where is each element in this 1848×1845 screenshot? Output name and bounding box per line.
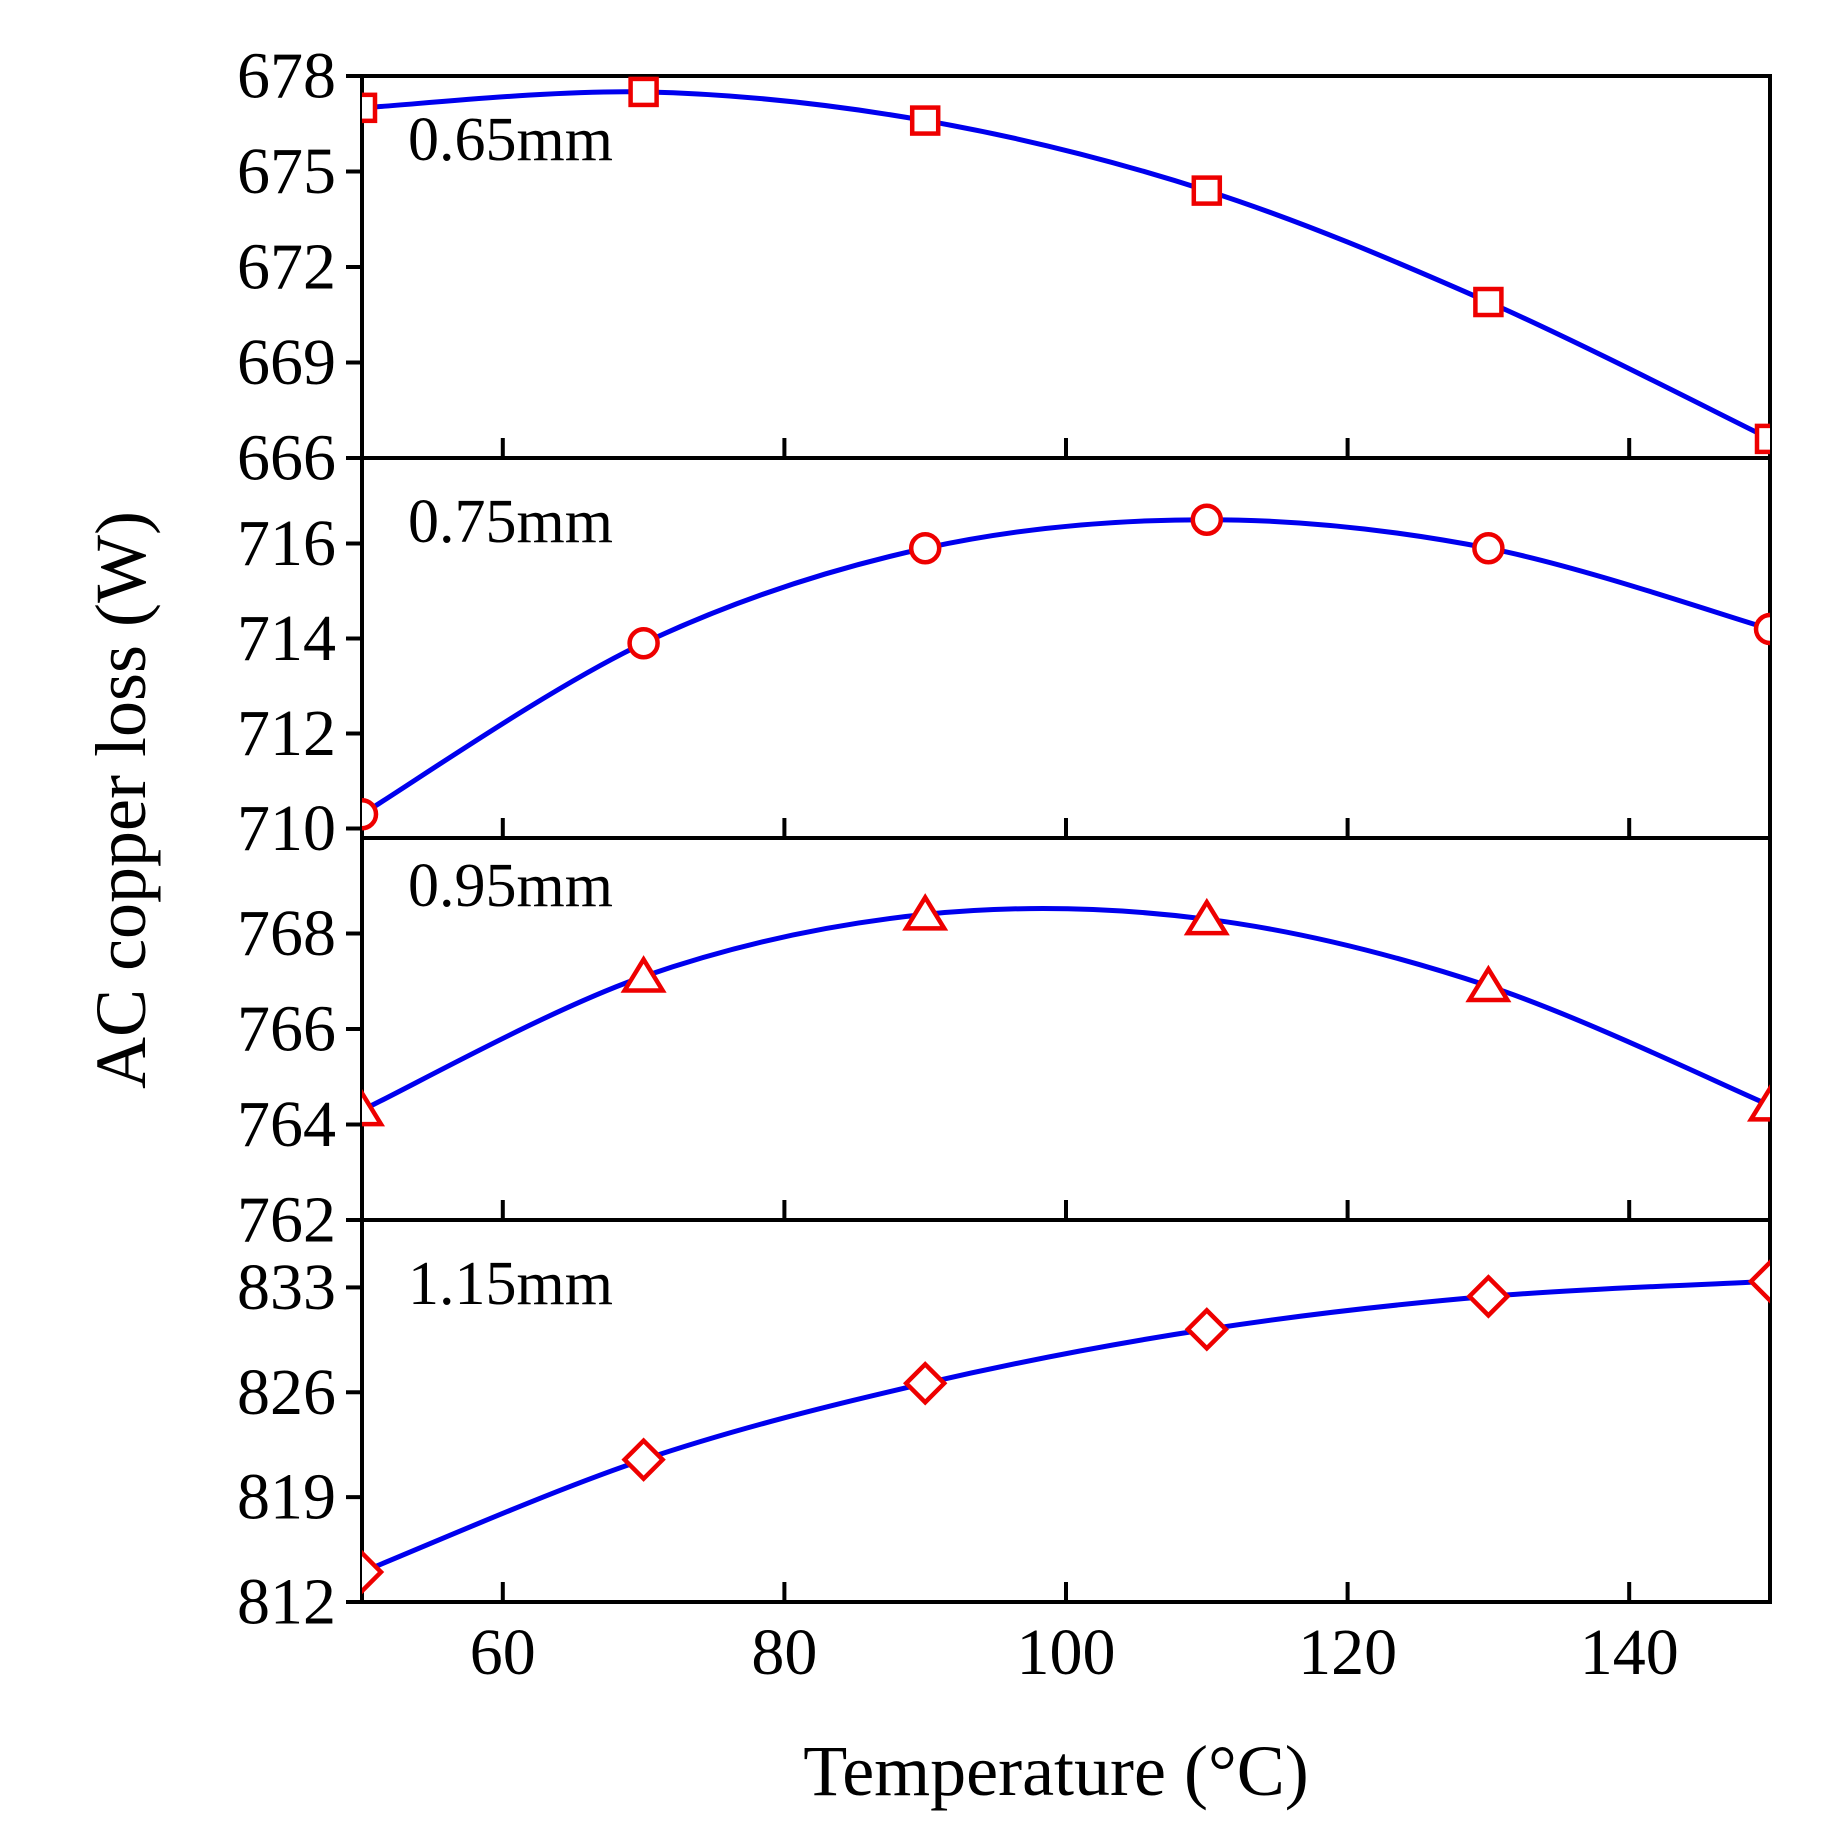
y-tick-label: 672 (237, 231, 336, 304)
data-point (621, 1437, 666, 1482)
data-point (362, 92, 378, 124)
data-point (1746, 1084, 1770, 1122)
y-tick-label: 833 (237, 1251, 336, 1324)
x-tick-label: 60 (470, 1616, 536, 1689)
y-tick-label: 678 (237, 40, 336, 113)
y-tick-label: 710 (237, 792, 336, 865)
data-point (1747, 1259, 1770, 1304)
y-tick-label: 716 (237, 507, 336, 580)
y-tick-label: 764 (237, 1088, 336, 1161)
data-point (362, 798, 379, 831)
panel-label: 0.75mm (408, 488, 613, 556)
data-point (1465, 964, 1512, 1003)
data-point (627, 627, 660, 660)
x-tick-label: 120 (1298, 1616, 1397, 1689)
x-tick-label: 100 (1017, 1616, 1116, 1689)
panel-label: 0.65mm (408, 106, 613, 174)
data-point (908, 532, 942, 565)
panel-label: 1.15mm (408, 1250, 613, 1318)
y-tick-label: 669 (237, 326, 336, 399)
data-point (628, 76, 659, 108)
data-point (620, 955, 667, 993)
data-point (902, 893, 949, 931)
y-tick-label: 675 (237, 135, 336, 208)
y-tick-label: 714 (237, 602, 336, 675)
series-line (362, 906, 1770, 1113)
series-line (362, 89, 1770, 442)
data-point (362, 1549, 385, 1595)
data-point (1184, 1307, 1229, 1352)
series-line (362, 1278, 1770, 1575)
data-point (1473, 286, 1504, 318)
data-point (1190, 503, 1224, 536)
data-point (1466, 1274, 1511, 1319)
y-tick-label: 666 (237, 422, 336, 495)
data-point (362, 1088, 386, 1127)
data-point (1191, 175, 1223, 206)
x-axis-title: Temperature (°C) (803, 1731, 1309, 1811)
y-axis-title: AC copper loss (W) (81, 511, 161, 1089)
y-tick-label: 819 (237, 1461, 336, 1534)
y-tick-label: 766 (237, 993, 336, 1066)
x-tick-label: 140 (1580, 1616, 1679, 1689)
x-tick-label: 80 (751, 1616, 817, 1689)
data-point (1754, 423, 1770, 455)
y-tick-label: 826 (237, 1356, 336, 1429)
y-tick-label: 762 (237, 1184, 336, 1257)
data-point (1183, 897, 1230, 936)
y-tick-label: 712 (237, 697, 336, 770)
data-point (1472, 532, 1505, 565)
panel-label: 0.95mm (408, 852, 613, 920)
y-tick-label: 812 (237, 1566, 336, 1639)
data-point (903, 1361, 948, 1406)
data-point (1753, 612, 1770, 646)
y-tick-label: 768 (237, 897, 336, 970)
data-point (909, 105, 941, 136)
series-line (362, 517, 1770, 817)
